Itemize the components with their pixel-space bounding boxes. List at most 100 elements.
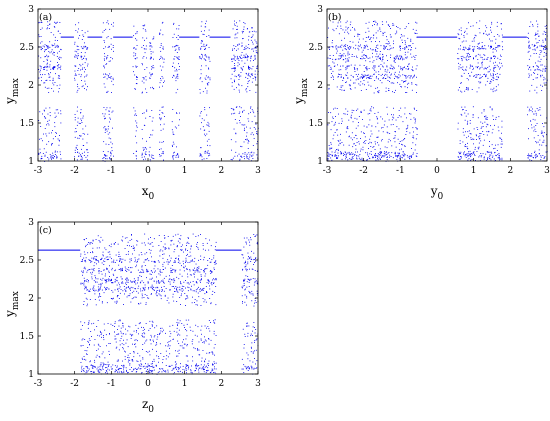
data-point — [197, 248, 199, 250]
data-point — [174, 70, 176, 72]
data-point — [44, 66, 46, 67]
data-point — [47, 157, 49, 158]
data-point — [406, 131, 408, 132]
data-point — [535, 77, 537, 79]
data-point — [98, 299, 100, 301]
data-point — [374, 113, 376, 114]
data-point — [173, 279, 175, 281]
data-point — [87, 152, 89, 153]
data-point — [159, 118, 161, 120]
data-point — [541, 132, 543, 134]
data-point — [256, 154, 258, 156]
data-point — [464, 106, 466, 108]
data-point — [206, 352, 208, 354]
data-point — [378, 57, 380, 59]
data-point — [111, 269, 113, 271]
data-point — [468, 49, 469, 51]
data-point — [151, 66, 153, 67]
data-point — [404, 138, 405, 140]
data-point — [245, 53, 247, 55]
data-point — [386, 126, 388, 128]
data-point — [162, 359, 164, 360]
data-point — [175, 80, 177, 82]
data-point — [344, 113, 346, 115]
y-tick-label: 2 — [317, 81, 323, 91]
panel-a-points — [38, 20, 259, 162]
data-point — [180, 281, 181, 283]
data-point — [487, 67, 489, 68]
data-point — [208, 365, 209, 366]
data-point — [390, 36, 392, 38]
data-point — [130, 280, 131, 282]
data-point — [358, 143, 360, 145]
data-point — [353, 76, 354, 78]
data-point — [231, 68, 233, 70]
data-point — [158, 334, 160, 335]
data-point — [463, 46, 464, 48]
data-point — [386, 66, 388, 68]
data-point — [462, 109, 463, 111]
data-point — [131, 238, 133, 240]
data-point — [155, 287, 157, 289]
data-point — [84, 287, 86, 288]
data-point — [481, 66, 483, 68]
data-point — [497, 126, 499, 128]
data-point — [126, 296, 128, 298]
data-point — [356, 118, 358, 120]
data-point — [397, 138, 399, 140]
data-point — [96, 260, 98, 261]
data-point — [49, 41, 51, 43]
data-point — [403, 67, 405, 68]
data-point — [214, 322, 216, 324]
data-point — [89, 343, 90, 345]
data-point — [539, 53, 541, 55]
data-point — [392, 23, 394, 24]
data-point — [389, 71, 390, 73]
data-point — [161, 368, 163, 370]
data-point — [249, 244, 251, 246]
data-point — [501, 139, 503, 140]
data-point — [115, 254, 117, 256]
data-point — [97, 366, 99, 368]
data-point — [100, 331, 101, 333]
data-point — [251, 55, 252, 57]
data-point — [462, 49, 464, 51]
data-point — [415, 144, 417, 146]
data-point — [234, 23, 235, 25]
data-point — [243, 282, 245, 284]
data-point — [184, 293, 186, 294]
data-point — [340, 65, 341, 67]
data-point — [137, 327, 139, 329]
data-point — [116, 360, 118, 362]
data-point — [372, 146, 374, 148]
data-point — [402, 42, 403, 43]
data-point — [529, 75, 530, 77]
data-point — [477, 53, 479, 55]
data-point — [241, 69, 243, 70]
data-point — [77, 58, 78, 59]
data-point — [243, 237, 245, 239]
data-point — [242, 32, 243, 34]
data-point — [50, 156, 52, 158]
data-point — [75, 74, 77, 76]
data-point — [177, 333, 179, 335]
data-point — [466, 59, 468, 61]
data-point — [152, 38, 154, 40]
data-point — [389, 77, 391, 79]
data-point — [108, 280, 109, 282]
data-point — [402, 48, 404, 49]
data-point — [372, 25, 373, 27]
data-point — [201, 357, 203, 359]
data-point — [203, 368, 204, 370]
data-point — [104, 118, 105, 120]
data-point — [101, 302, 103, 304]
data-point — [122, 326, 124, 328]
data-point — [234, 60, 236, 61]
data-point — [370, 108, 372, 110]
data-point — [530, 106, 532, 108]
data-point — [202, 45, 204, 47]
data-point — [142, 288, 144, 289]
data-point — [81, 148, 82, 150]
data-point — [333, 108, 334, 110]
data-point — [341, 54, 343, 56]
